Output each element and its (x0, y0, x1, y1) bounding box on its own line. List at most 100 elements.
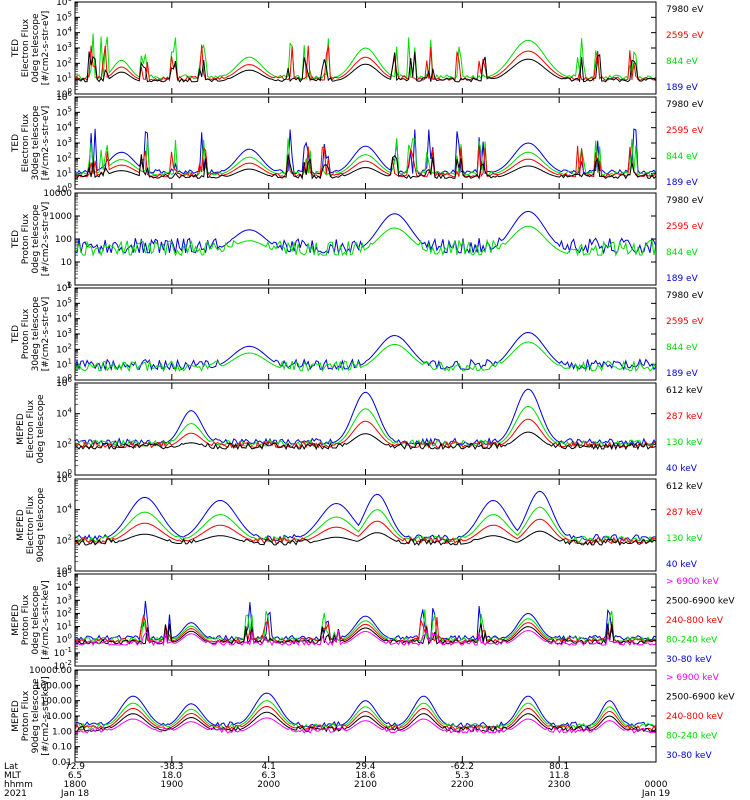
legend-entry: 240-800 keV (666, 616, 724, 626)
legend-entry: 189 eV (666, 178, 699, 188)
y-axis-label: TEDProton Flux0deg telescope[#/cm2-s-str… (11, 202, 51, 277)
y-tick-label: 102 (56, 56, 72, 69)
x-column-value: 6.5 (68, 771, 82, 781)
legend-entry: 287 keV (666, 412, 703, 422)
x-column-value: 6.3 (262, 771, 276, 781)
y-tick-label: 105 (56, 296, 72, 309)
legend-entry: 130 keV (666, 534, 703, 544)
plot-frame (74, 192, 657, 286)
series-trace (74, 700, 657, 730)
y-tick-label: 1000 (49, 212, 72, 222)
y-tick-label: 100 (56, 373, 72, 386)
y-tick-label: 102 (56, 606, 72, 619)
legend-entry: 7980 eV (666, 100, 704, 110)
x-column-value: 18.6 (355, 771, 375, 781)
y-tick-label: 100 (56, 87, 72, 100)
series-trace (74, 431, 657, 451)
legend-entry: 844 eV (666, 343, 699, 353)
y-tick-label: 1 (66, 281, 72, 291)
plot-frame (74, 573, 657, 667)
y-tick-label: 1.00 (52, 727, 72, 737)
y-tick-label: 10.00 (46, 712, 72, 722)
series-trace (74, 51, 657, 83)
x-column-value: 1900 (160, 780, 183, 790)
x-column-value: 2000 (257, 780, 280, 790)
y-tick-label: 105 (56, 10, 72, 23)
y-tick-label: 103 (56, 136, 72, 149)
legend-entry: 189 eV (666, 369, 699, 379)
y-axis-label: TEDProton Flux30deg telescope[#/cm2-s-st… (11, 296, 51, 371)
legend-entry: 130 keV (666, 438, 703, 448)
legend-entry: > 6900 keV (666, 673, 720, 683)
legend-entry: 240-800 keV (666, 712, 724, 722)
y-axis-label: MEPEDProton Flux0deg telescope[#/cm2-s-s… (11, 580, 51, 659)
x-column-value: 5.3 (455, 771, 469, 781)
series-trace (75, 717, 657, 734)
y-axis-label: MEPEDElectron Flux90deg telescope (16, 487, 46, 562)
y-tick-label: 102 (56, 342, 72, 355)
legend-entry: 2595 eV (666, 31, 704, 41)
legend-entry: 2595 eV (666, 222, 704, 232)
y-tick-label: 106 (56, 281, 72, 294)
y-tick-label: 104 (56, 26, 72, 39)
y-tick-label: 10-2 (54, 659, 72, 672)
y-axis-label: TEDElectron Flux0deg telescope[#/cm2-s-s… (11, 11, 51, 86)
y-tick-label: 0.01 (52, 758, 72, 768)
y-tick-label: 102 (56, 151, 72, 164)
series-trace (74, 225, 657, 257)
series-trace (74, 331, 657, 372)
y-tick-label: 105 (56, 105, 72, 118)
plot-frame (74, 382, 657, 476)
series-trace (74, 405, 657, 448)
series-trace (74, 211, 657, 255)
legend-entry: 30-80 keV (666, 655, 712, 665)
series-trace (74, 33, 657, 81)
y-tick-label: 10000.00 (29, 666, 72, 676)
y-tick-label: 101 (56, 167, 72, 180)
series-trace (74, 128, 657, 175)
series-trace (74, 600, 657, 642)
legend-entry: 2500-6900 keV (666, 693, 735, 703)
y-tick-label: 10-1 (54, 646, 72, 659)
x-column-value: Jan 18 (60, 789, 89, 799)
y-tick-label: 100 (56, 633, 72, 646)
y-tick-label: 105 (56, 567, 72, 580)
y-tick-label: 104 (56, 407, 72, 420)
chart-panel-2: 100 101 102 103 104 105 106 TEDElectron Flux30d… (11, 90, 704, 195)
series-trace (74, 692, 657, 728)
x-column-value: -38.3 (160, 762, 183, 772)
x-column-value: 29.4 (355, 762, 375, 772)
legend-entry: 40 keV (666, 560, 698, 570)
x-column-value: 2100 (354, 780, 377, 790)
y-tick-label: 101 (56, 620, 72, 633)
series-trace (74, 388, 657, 446)
x-row-label: MLT (4, 771, 22, 781)
y-tick-label: 100 (55, 235, 72, 245)
x-column-value: 11.8 (549, 771, 569, 781)
y-tick-label: 106 (56, 472, 72, 485)
series-trace (74, 490, 656, 542)
y-tick-label: 106 (56, 0, 72, 8)
series-trace (74, 628, 657, 647)
chart-panel-5: 100 102 104 106 MEPEDElectron Flux0deg teles… (16, 376, 703, 481)
legend-entry: 80-240 keV (666, 636, 718, 646)
series-trace (74, 154, 657, 180)
legend-entry: 7980 eV (666, 196, 704, 206)
legend-entry: 2500-6900 keV (666, 597, 735, 607)
chart-panel-1: 100 101 102 103 104 105 106 TEDElectron Flux0de… (11, 0, 704, 100)
legend-entry: 844 eV (666, 57, 699, 67)
y-axis-label: MEPEDElectron Flux0deg telescope (16, 394, 46, 464)
y-tick-label: 104 (56, 580, 72, 593)
x-column-value: 18.0 (162, 771, 182, 781)
series-trace (74, 418, 657, 449)
chart-panel-4: 100 101 102 103 104 105 106 TEDProton Flux30deg… (11, 281, 704, 386)
y-tick-label: 106 (56, 376, 72, 389)
series-trace (74, 518, 657, 545)
y-tick-label: 103 (56, 327, 72, 340)
legend-entry: 612 keV (666, 386, 703, 396)
y-tick-label: 102 (56, 533, 72, 546)
x-column-value: 1800 (64, 780, 87, 790)
